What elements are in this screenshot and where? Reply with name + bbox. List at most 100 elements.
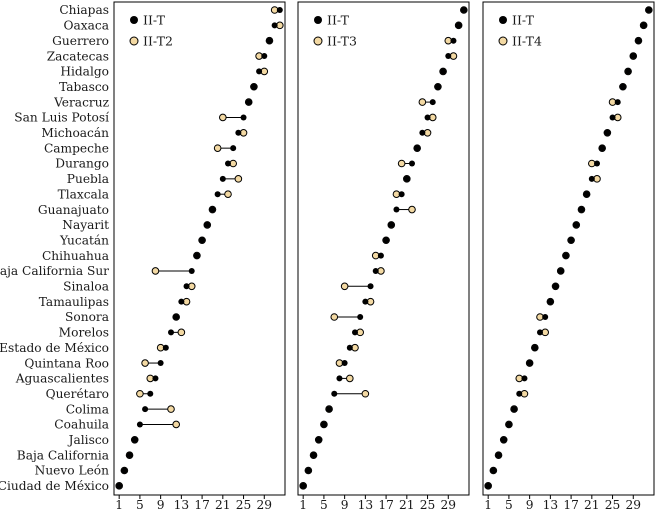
base-rank-point [276, 7, 283, 13]
state-label: Durango [55, 157, 109, 171]
x-tick-label: 21 [584, 498, 600, 512]
base-rank-point [393, 206, 400, 213]
legend-label-base: II-T [512, 13, 535, 28]
state-label: Baja California Sur [0, 264, 109, 278]
base-rank-point [434, 83, 441, 90]
base-rank-point [326, 406, 333, 413]
state-label: Nayarit [62, 218, 109, 232]
base-rank-point [419, 129, 426, 136]
base-rank-point [645, 7, 652, 13]
x-tick-label: 13 [358, 498, 374, 512]
alt-rank-point [219, 113, 227, 122]
base-rank-point [336, 375, 343, 382]
base-rank-point [583, 191, 590, 198]
x-tick-label: 29 [626, 498, 642, 512]
base-rank-point [490, 467, 497, 474]
state-label: Coahuila [54, 418, 109, 432]
state-label: Zacatecas [47, 49, 109, 63]
state-label: Yucatán [59, 233, 109, 247]
base-rank-point [630, 53, 637, 60]
base-rank-point [604, 129, 611, 136]
base-rank-point [310, 452, 317, 459]
x-tick-label: 21 [399, 498, 415, 512]
base-rank-point [245, 99, 252, 106]
x-tick-label: 25 [605, 498, 621, 512]
base-rank-point [352, 329, 358, 336]
x-tick-label: 1 [115, 498, 123, 512]
alt-rank-point [234, 175, 243, 183]
base-rank-point [357, 314, 364, 320]
panel-frame [113, 1, 286, 496]
base-rank-point [116, 482, 123, 489]
state-label: Chiapas [59, 3, 109, 17]
x-tick-label: 21 [215, 498, 231, 512]
base-rank-point [204, 221, 211, 228]
state-label: Quintana Roo [24, 356, 109, 370]
state-label: Sinaloa [63, 280, 109, 294]
base-rank-point [424, 114, 431, 121]
legend-marker-alt [498, 36, 508, 46]
state-label: San Luis Potosí [14, 111, 109, 125]
x-tick-label: 17 [378, 498, 394, 512]
x-tick-label: 25 [420, 498, 436, 512]
base-rank-point [440, 68, 447, 75]
state-label: Ciudad de México [0, 479, 109, 493]
base-rank-point [157, 360, 164, 367]
base-rank-point [450, 37, 457, 44]
panel-frame [482, 1, 655, 496]
legend-label-alt: II-T3 [327, 34, 357, 49]
x-tick-label: 29 [257, 498, 273, 512]
base-rank-point [193, 252, 200, 259]
base-rank-point [531, 344, 538, 351]
base-rank-point [147, 390, 154, 397]
base-rank-point [377, 252, 384, 259]
alt-rank-point [408, 205, 416, 214]
base-rank-point [219, 175, 226, 182]
base-rank-point [573, 221, 580, 228]
state-label: Puebla [67, 172, 109, 186]
state-label: Veracruz [53, 95, 109, 109]
panel-2: 1 5 9 13 17 21 25 29 II-T II-T3 [297, 1, 470, 512]
x-tick-label: 9 [526, 498, 534, 512]
x-tick-label: 13 [543, 498, 559, 512]
base-rank-point [526, 360, 533, 367]
base-rank-point [383, 237, 390, 244]
legend-marker-alt [129, 36, 139, 46]
base-rank-point [614, 99, 621, 106]
base-rank-point [250, 83, 257, 90]
base-rank-point [305, 467, 312, 474]
base-rank-point [300, 482, 307, 489]
base-rank-point [588, 175, 595, 182]
base-rank-point [126, 452, 133, 459]
base-rank-point [214, 191, 221, 198]
legend: II-T II-T3 [313, 13, 357, 49]
alt-rank-point [397, 159, 406, 168]
state-label: Tlaxcala [58, 187, 109, 201]
base-rank-point [235, 129, 242, 136]
base-rank-point [578, 206, 585, 213]
alt-rank-point [177, 328, 186, 337]
base-rank-point [261, 53, 268, 60]
base-rank-point [266, 37, 273, 44]
x-tick-label: 29 [441, 498, 457, 512]
x-tick-label: 5 [320, 498, 328, 512]
base-rank-point [537, 329, 543, 336]
base-rank-point [256, 68, 263, 75]
base-rank-point [429, 99, 436, 106]
base-rank-point [455, 22, 462, 29]
base-rank-point [152, 375, 159, 382]
base-rank-point [372, 267, 379, 274]
x-tick-label: 5 [505, 498, 513, 512]
state-label: Hidalgo [60, 65, 109, 79]
base-rank-point [398, 191, 405, 198]
state-label: Oaxaca [64, 19, 110, 33]
state-label: Jalisco [67, 433, 109, 447]
legend-label-base: II-T [327, 13, 350, 28]
panel-frame [297, 1, 470, 496]
base-rank-point [557, 267, 564, 274]
base-rank-point [511, 406, 518, 413]
base-rank-point [346, 344, 353, 351]
legend: II-T II-T2 [129, 13, 173, 49]
legend: II-T II-T4 [498, 13, 542, 49]
